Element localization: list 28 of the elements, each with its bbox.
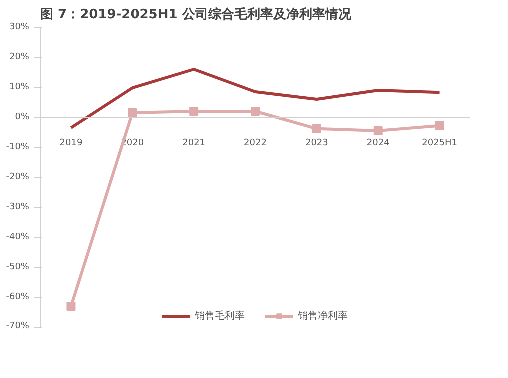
point [190,107,199,116]
line-series [70,68,442,130]
y-tick-label: -10% [6,142,30,152]
y-tick-label: 10% [9,82,30,92]
chart-title: 图 7：2019-2025H1 公司综合毛利率及净利率情况 [40,6,352,22]
legend-label: 销售净利率 [298,310,348,323]
y-tick-label: -50% [6,262,30,272]
x-tick-label: 2021 [182,138,206,148]
y-tick-label: -40% [6,232,30,242]
y-tick-label: -20% [6,172,30,182]
point [251,107,260,116]
y-tick-label: 20% [9,52,30,62]
point [374,126,383,136]
x-tick-label: 2025H1 [422,138,458,148]
x-tick-label: 2024 [366,138,390,148]
point [312,124,322,134]
y-tick-label: -60% [6,292,30,302]
point [435,121,444,130]
x-tick-label: 2019 [60,138,83,148]
x-tick-label: 2023 [305,138,328,148]
legend-label: 销售毛利率 [195,310,245,323]
y-tick-label: 0% [15,112,30,122]
x-tick-label: 2022 [244,138,267,148]
y-tick-label: -70% [6,322,30,332]
point [66,302,76,311]
point [128,108,138,118]
y-tick-label: -30% [6,202,30,212]
y-tick-label: 30% [9,22,30,32]
